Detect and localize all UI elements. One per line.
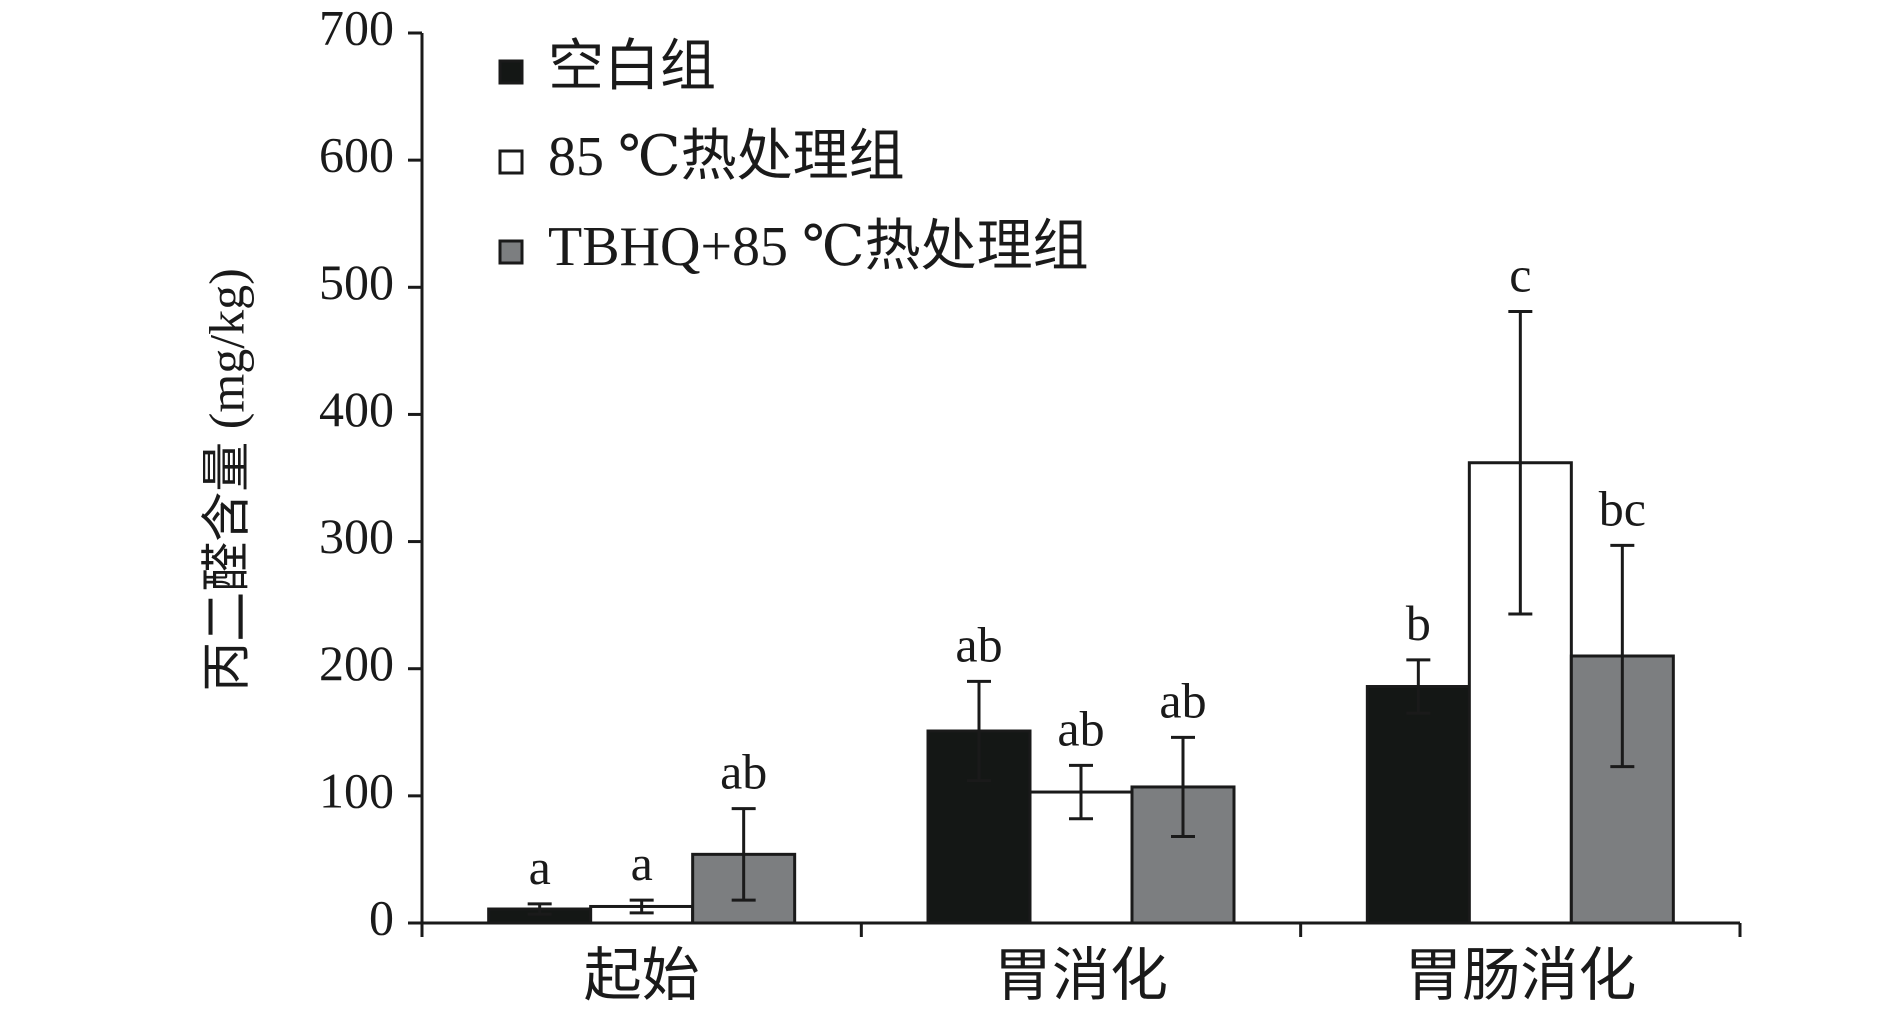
significance-label: b: [1406, 595, 1431, 651]
significance-label: bc: [1599, 480, 1646, 536]
y-tick-label: 300: [319, 508, 394, 564]
y-tick-label: 700: [319, 0, 394, 55]
y-tick-label: 0: [369, 889, 394, 945]
x-tick-label: 起始: [584, 943, 700, 1008]
legend-swatch: [498, 239, 524, 265]
significance-label: ab: [720, 744, 767, 800]
x-tick-label: 胃肠消化: [1404, 943, 1636, 1008]
bar: [1365, 685, 1471, 925]
axes: 0 100 200 300 400 500 600 700 起始 胃消化 胃肠消化: [319, 0, 1742, 1008]
significance-label: ab: [1057, 700, 1104, 756]
bar: [1028, 790, 1134, 925]
legend-swatch: [498, 149, 524, 175]
y-tick-label: 200: [319, 635, 394, 691]
y-tick-label: 400: [319, 381, 394, 437]
y-axis-label: 丙二醛含量 (mg/kg): [198, 268, 254, 692]
legend-label: TBHQ+85 ℃热处理组: [548, 216, 1089, 278]
bar: [1130, 785, 1236, 925]
y-tick-label: 500: [319, 254, 394, 310]
y-tick-label: 600: [319, 127, 394, 183]
legend-label: 空白组: [548, 36, 716, 98]
significance-label: ab: [955, 616, 1002, 672]
significance-label: c: [1509, 246, 1531, 302]
y-tick-label: 100: [319, 762, 394, 818]
significance-label: a: [631, 835, 653, 891]
x-tick-label: 胃消化: [994, 943, 1168, 1008]
significance-label: a: [529, 839, 551, 895]
legend-label: 85 ℃热处理组: [548, 126, 905, 188]
significance-label: ab: [1159, 672, 1206, 728]
legend: 空白组 85 ℃热处理组 TBHQ+85 ℃热处理组: [498, 36, 1089, 278]
bar: [1569, 654, 1675, 925]
bar: [691, 852, 797, 925]
legend-swatch: [498, 59, 524, 85]
